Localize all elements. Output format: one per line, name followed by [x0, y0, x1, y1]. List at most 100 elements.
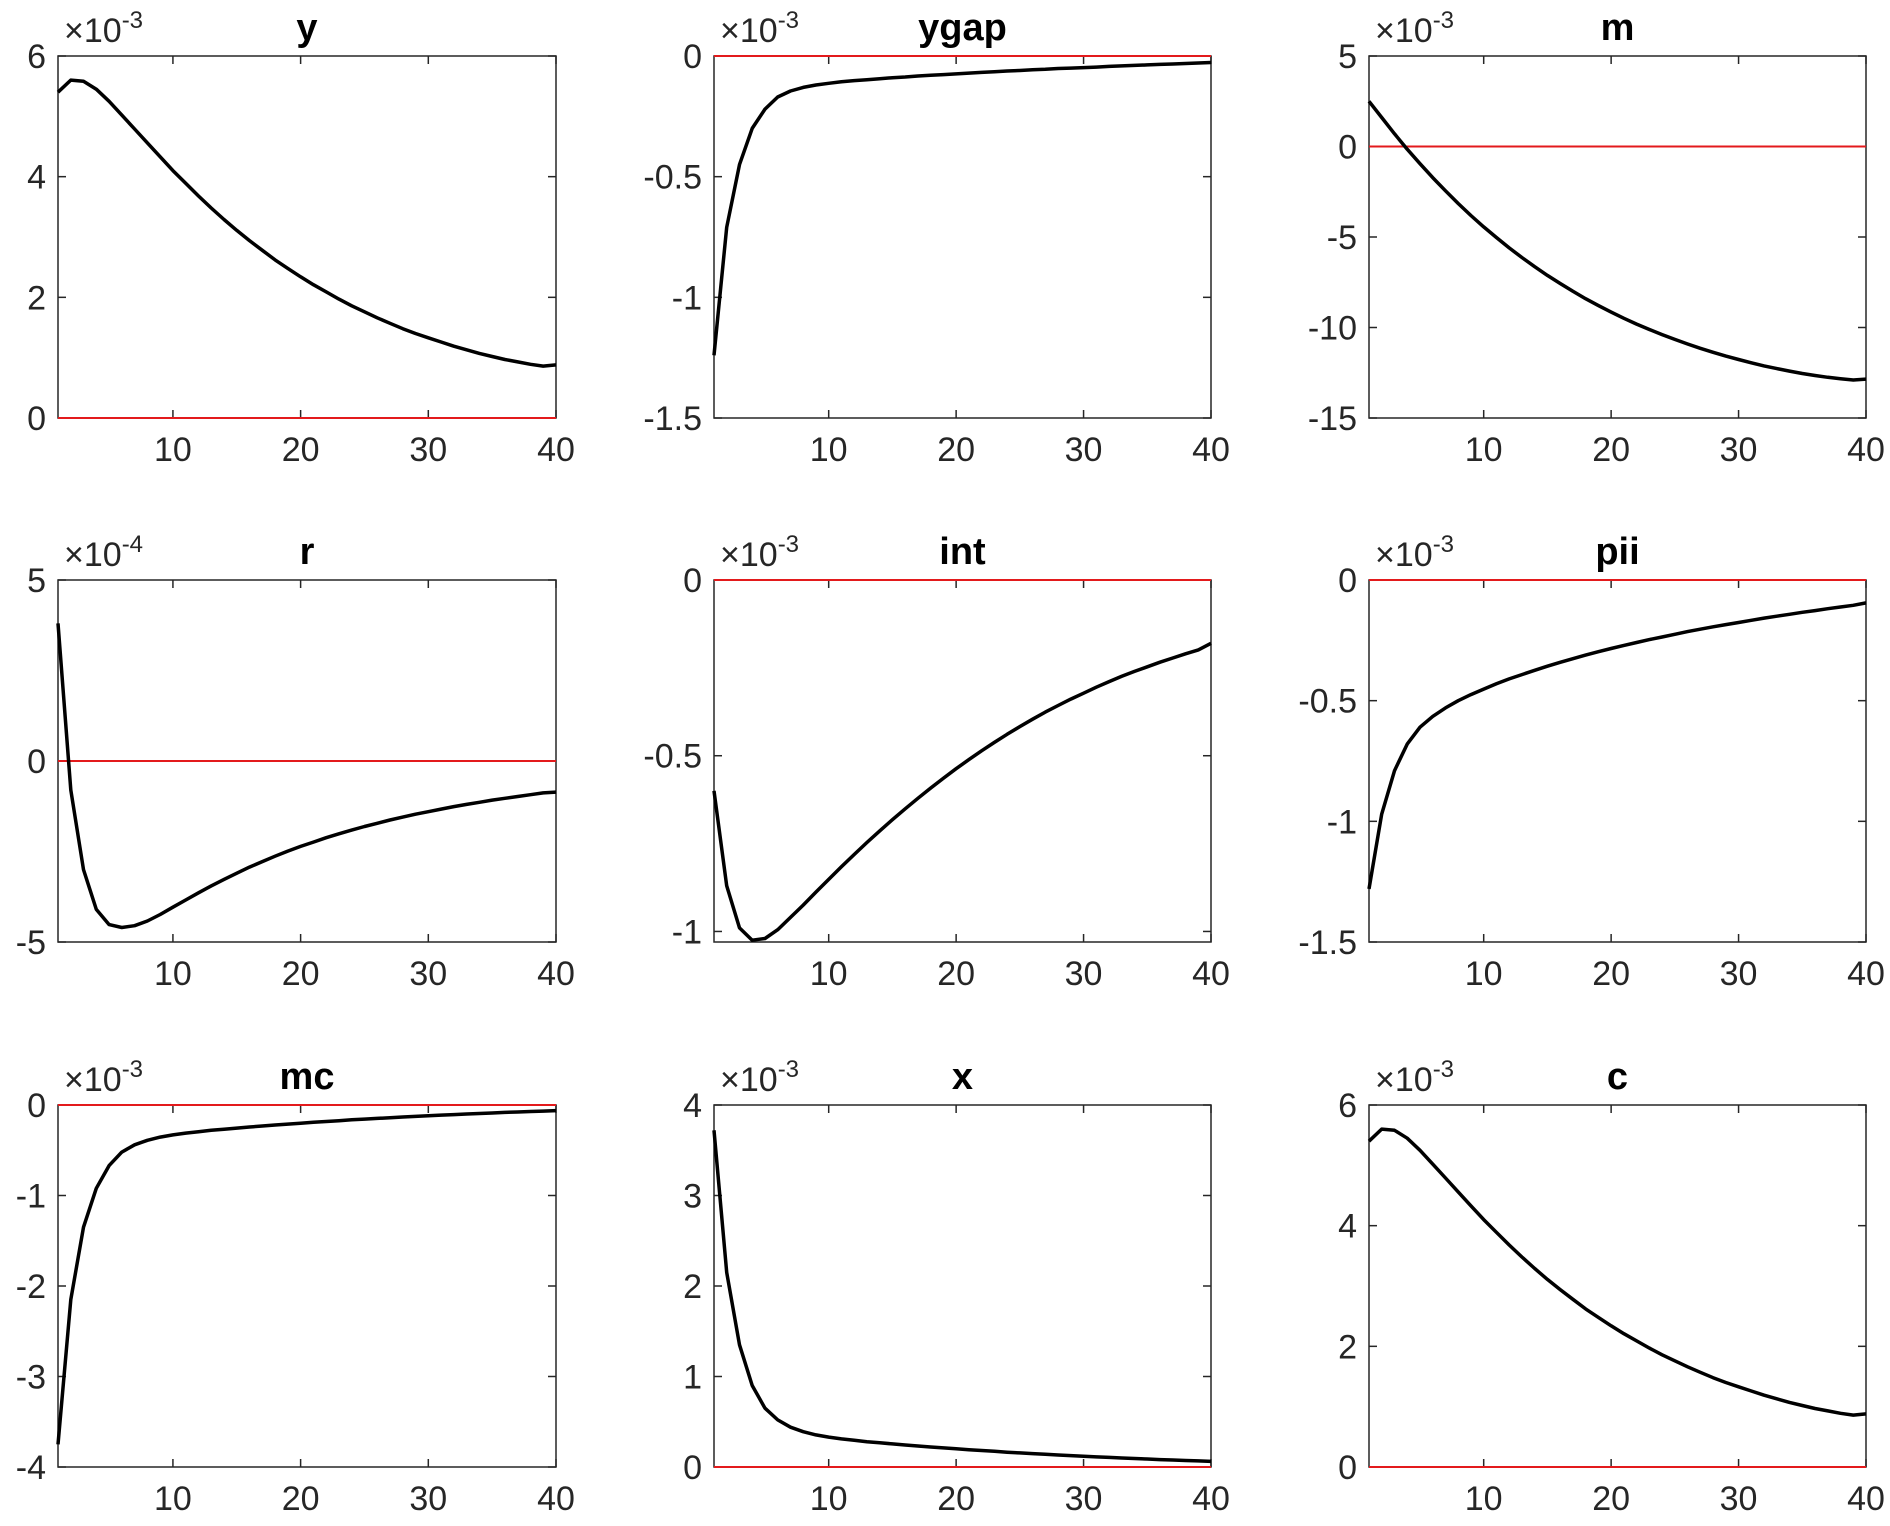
- x-tick-label: 30: [1720, 431, 1758, 469]
- exponent-base: ×10: [720, 536, 778, 574]
- x-tick-label: 10: [154, 955, 192, 993]
- y-tick-label: -1: [672, 913, 702, 951]
- y-tick-label: -3: [16, 1359, 46, 1397]
- x-tick-label: 30: [1720, 1480, 1758, 1518]
- x-tick-label: 20: [937, 955, 975, 993]
- y-tick-label: 0: [683, 38, 702, 76]
- x-tick-label: 40: [537, 431, 575, 469]
- x-tick-label: 40: [1192, 955, 1230, 993]
- exponent-label: ×10-3: [1375, 7, 1454, 50]
- exponent-label: ×10-3: [720, 1056, 799, 1099]
- x-tick-label: 10: [810, 955, 848, 993]
- subplot-title: m: [1601, 7, 1635, 49]
- exponent-power: -3: [778, 531, 799, 558]
- y-tick-label: -5: [1327, 219, 1357, 257]
- series-line: [1367, 100, 1867, 382]
- exponent-base: ×10: [64, 536, 122, 574]
- y-tick-label: 2: [1338, 1328, 1357, 1366]
- series-line: [1367, 601, 1867, 890]
- y-tick-label: 0: [1338, 562, 1357, 600]
- exponent-label: ×10-3: [1375, 1056, 1454, 1099]
- axes-box: [713, 1104, 1212, 1468]
- y-tick-label: -15: [1308, 400, 1357, 438]
- subplot-title: x: [952, 1056, 973, 1098]
- subplot-mc: 10 20 30 40-4-3-2-10×10-3 mc: [16, 1056, 575, 1518]
- exponent-label: ×10-3: [720, 7, 799, 50]
- y-tick-label: -5: [16, 924, 46, 962]
- y-tick-label: -1.5: [643, 400, 702, 438]
- exponent-base: ×10: [1375, 536, 1433, 574]
- y-tick-label: 0: [683, 562, 702, 600]
- exponent-power: -3: [1433, 531, 1454, 558]
- y-tick-label: 5: [27, 562, 46, 600]
- x-tick-label: 30: [1065, 1480, 1103, 1518]
- exponent-power: -3: [122, 7, 143, 34]
- x-tick-label: 10: [1465, 431, 1503, 469]
- x-tick-label: 20: [1592, 1480, 1630, 1518]
- y-tick-label: -1: [1327, 803, 1357, 841]
- exponent-base: ×10: [720, 12, 778, 50]
- y-tick-label: -1: [16, 1178, 46, 1216]
- y-tick-label: -0.5: [643, 159, 702, 197]
- subplot-ygap: 10 20 30 40 -1.5 -1 -0.5 0 ×10-3 ygap: [643, 7, 1230, 469]
- axes-box: [1368, 55, 1867, 419]
- y-tick-label: 0: [27, 743, 46, 781]
- x-tick-label: 40: [537, 955, 575, 993]
- y-tick-label: 0: [27, 1087, 46, 1125]
- y-tick-label: 0: [27, 400, 46, 438]
- exponent-base: ×10: [720, 1061, 778, 1099]
- x-tick-label: 30: [1065, 955, 1103, 993]
- x-tick-label: 40: [1847, 955, 1885, 993]
- subplot-title: mc: [280, 1056, 335, 1098]
- x-tick-label: 10: [1465, 1480, 1503, 1518]
- subplot-y: 10 20 30 40 0 2 4 6 ×10-3 y: [27, 7, 575, 469]
- x-tick-label: 30: [409, 955, 447, 993]
- exponent-label: ×10-3: [720, 531, 799, 574]
- x-tick-label: 30: [409, 431, 447, 469]
- axes-box: [57, 1104, 557, 1468]
- exponent-base: ×10: [64, 1061, 122, 1099]
- x-tick-label: 20: [1592, 955, 1630, 993]
- x-tick-label: 20: [1592, 431, 1630, 469]
- exponent-power: -3: [778, 1056, 799, 1083]
- x-tick-label: 30: [409, 1480, 447, 1518]
- y-tick-label: 4: [683, 1087, 702, 1125]
- x-tick-label: 20: [282, 431, 320, 469]
- x-tick-label: 20: [937, 1480, 975, 1518]
- exponent-power: -3: [778, 7, 799, 34]
- y-tick-label: 2: [27, 279, 46, 317]
- subplot-pii: 10 20 30 40 -1.5 -1 -0.5 0 ×10-3 pii: [1298, 531, 1885, 993]
- x-tick-label: 40: [1847, 431, 1885, 469]
- x-tick-label: 10: [154, 1480, 192, 1518]
- subplot-title: y: [296, 7, 317, 49]
- y-tick-label: 0: [1338, 129, 1357, 167]
- y-tick-label: 4: [1338, 1208, 1357, 1246]
- axes-box: [1368, 1104, 1867, 1468]
- axes-box: [713, 55, 1212, 419]
- exponent-power: -3: [1433, 7, 1454, 34]
- y-tick-label: -1: [672, 279, 702, 317]
- x-tick-label: 10: [1465, 955, 1503, 993]
- subplot-int: 10 20 30 40 -1 -0.5 0 ×10-3 int: [643, 531, 1230, 993]
- series-line: [712, 1130, 1212, 1464]
- x-tick-label: 30: [1065, 431, 1103, 469]
- y-tick-label: 4: [27, 159, 46, 197]
- series-line: [1367, 1127, 1867, 1417]
- y-tick-label: 5: [1338, 38, 1357, 76]
- x-tick-label: 20: [282, 955, 320, 993]
- y-tick-label: -0.5: [643, 738, 702, 776]
- series-line: [56, 623, 557, 930]
- x-tick-label: 40: [537, 1480, 575, 1518]
- subplot-title: int: [939, 531, 986, 573]
- x-tick-label: 30: [1720, 955, 1758, 993]
- y-tick-label: 6: [1338, 1087, 1357, 1125]
- exponent-base: ×10: [1375, 1061, 1433, 1099]
- x-tick-label: 20: [282, 1480, 320, 1518]
- x-tick-label: 10: [810, 1480, 848, 1518]
- y-tick-label: -1.5: [1298, 924, 1357, 962]
- exponent-label: ×10-3: [64, 1056, 143, 1099]
- axes-box: [57, 55, 557, 419]
- x-tick-label: 10: [154, 431, 192, 469]
- series-line: [712, 60, 1212, 356]
